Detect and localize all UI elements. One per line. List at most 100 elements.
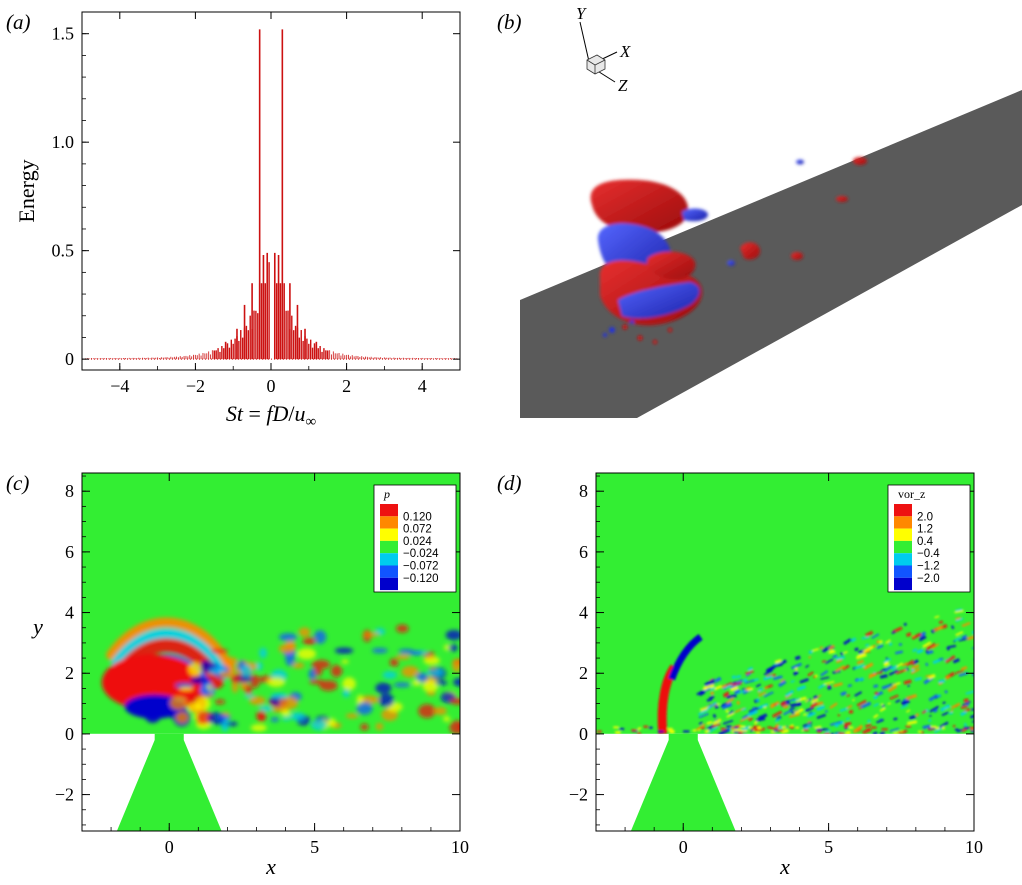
vorticity-streak: [925, 649, 929, 654]
vorticity-streak: [961, 700, 971, 707]
vorticity-streak: [744, 686, 751, 692]
pressure-eddy: [230, 674, 242, 684]
wall-vorticity: [613, 726, 619, 729]
vorticity-streak: [713, 684, 722, 691]
triad-x-label: X: [619, 42, 631, 61]
vorticity-streak: [934, 615, 940, 619]
legend-level: 0.024: [403, 536, 432, 548]
vorticity-streak: [702, 687, 711, 693]
vorticity-streak: [971, 646, 974, 650]
vorticity-streak: [788, 713, 801, 718]
x-tick-label: 4: [418, 376, 427, 396]
vortex-red-mid: [646, 251, 696, 280]
vorticity-streak: [854, 664, 865, 670]
pressure-eddy: [382, 671, 397, 679]
pressure-eddy: [393, 682, 411, 688]
vorticity-streak: [932, 658, 941, 665]
vortex-red-fragment: [637, 335, 643, 341]
vorticity-streak: [794, 655, 801, 661]
vortex-red-blob: [791, 252, 803, 260]
pressure-eddy: [175, 711, 189, 724]
wall-vorticity: [667, 727, 673, 730]
legend-title: vor_z: [898, 487, 925, 501]
pressure-eddy: [250, 724, 267, 732]
vorticity-streak: [888, 669, 899, 676]
pressure-eddy: [449, 697, 460, 705]
vorticity-streak: [708, 726, 718, 734]
wall-vorticity: [767, 726, 772, 729]
vorticity-streak: [890, 664, 898, 671]
vorticity-streak: [879, 667, 887, 673]
vorticity-streak: [910, 664, 920, 671]
vorticity-streak: [747, 687, 754, 692]
vorticity-streak: [823, 680, 835, 685]
vorticity-streak: [850, 637, 857, 643]
vorticity-streak: [958, 671, 969, 677]
vorticity-streak: [846, 694, 850, 697]
vorticity-streak: [747, 717, 754, 722]
panel-d-ticks: 0 5 10 −2 0 2 4 6 8: [569, 473, 983, 857]
pressure-eddy: [292, 662, 305, 669]
vorticity-streak: [843, 650, 848, 654]
vorticity-streak: [955, 630, 964, 637]
wall-vorticity: [638, 727, 642, 730]
panel-c-ticks: 0 5 10 −2 0 2 4 6 8: [55, 473, 469, 857]
pressure-eddy: [334, 647, 354, 654]
vorticity-streak: [752, 706, 756, 710]
vorticity-streak: [922, 724, 932, 730]
pressure-eddy: [356, 702, 373, 715]
vorticity-streak: [865, 643, 870, 647]
vorticity-streak: [842, 664, 850, 671]
vorticity-streak: [720, 702, 728, 708]
y-tick-label: 2: [65, 663, 74, 683]
vortex-blue-fragment: [609, 327, 615, 333]
y-tick-label: 1.5: [52, 24, 75, 44]
vorticity-streak: [784, 689, 795, 698]
pressure-eddy: [187, 702, 201, 713]
wall-vorticity: [740, 729, 748, 732]
wall-vorticity: [898, 731, 906, 734]
vorticity-streak: [791, 662, 802, 670]
vorticity-streak: [876, 640, 880, 644]
shear-layer-blue: [668, 633, 703, 681]
panel-d-xlabel: x: [779, 854, 790, 879]
wall-vorticity: [748, 726, 753, 729]
pressure-eddy: [389, 658, 399, 667]
wall-vorticity: [795, 726, 799, 729]
vorticity-streak: [922, 641, 932, 649]
vorticity-streak: [948, 711, 954, 715]
vorticity-streak: [763, 675, 773, 681]
pressure-eddy: [319, 680, 338, 691]
vorticity-streak: [852, 699, 855, 702]
vorticity-streak: [821, 660, 827, 663]
pressure-eddy: [423, 656, 440, 665]
vorticity-streak: [698, 712, 709, 719]
isosurface-scene: [520, 90, 1022, 418]
jet-nozzle-fill: [116, 733, 222, 831]
vorticity-streak: [772, 710, 783, 718]
vorticity-streak: [825, 658, 834, 665]
legend-swatch: [380, 577, 398, 591]
pressure-eddy: [169, 696, 188, 710]
y-tick-label: 0.5: [52, 241, 75, 261]
vorticity-streak: [706, 720, 713, 725]
pressure-eddy: [435, 680, 448, 686]
vortex-red-fragment: [668, 328, 672, 332]
vorticity-streak: [933, 625, 944, 633]
vorticity-streak: [832, 654, 838, 659]
vorticity-streak: [747, 666, 754, 672]
pressure-eddy: [270, 717, 280, 722]
wall-vorticity: [928, 727, 936, 730]
panel-d: (d) 0 5 10 −2 0 2 4 6 8 vor_z 2.01.20.4−0.4−1.2−2…: [497, 471, 983, 879]
vortex-red-fragment: [653, 340, 657, 344]
wall-vorticity: [692, 729, 697, 732]
vorticity-streak: [722, 691, 730, 697]
legend-title: p: [383, 487, 390, 501]
vorticity-streak: [810, 701, 818, 709]
vorticity-streak: [772, 662, 783, 668]
vorticity-streak: [956, 728, 963, 733]
pressure-eddy: [258, 705, 273, 712]
pressure-eddy: [259, 647, 268, 659]
